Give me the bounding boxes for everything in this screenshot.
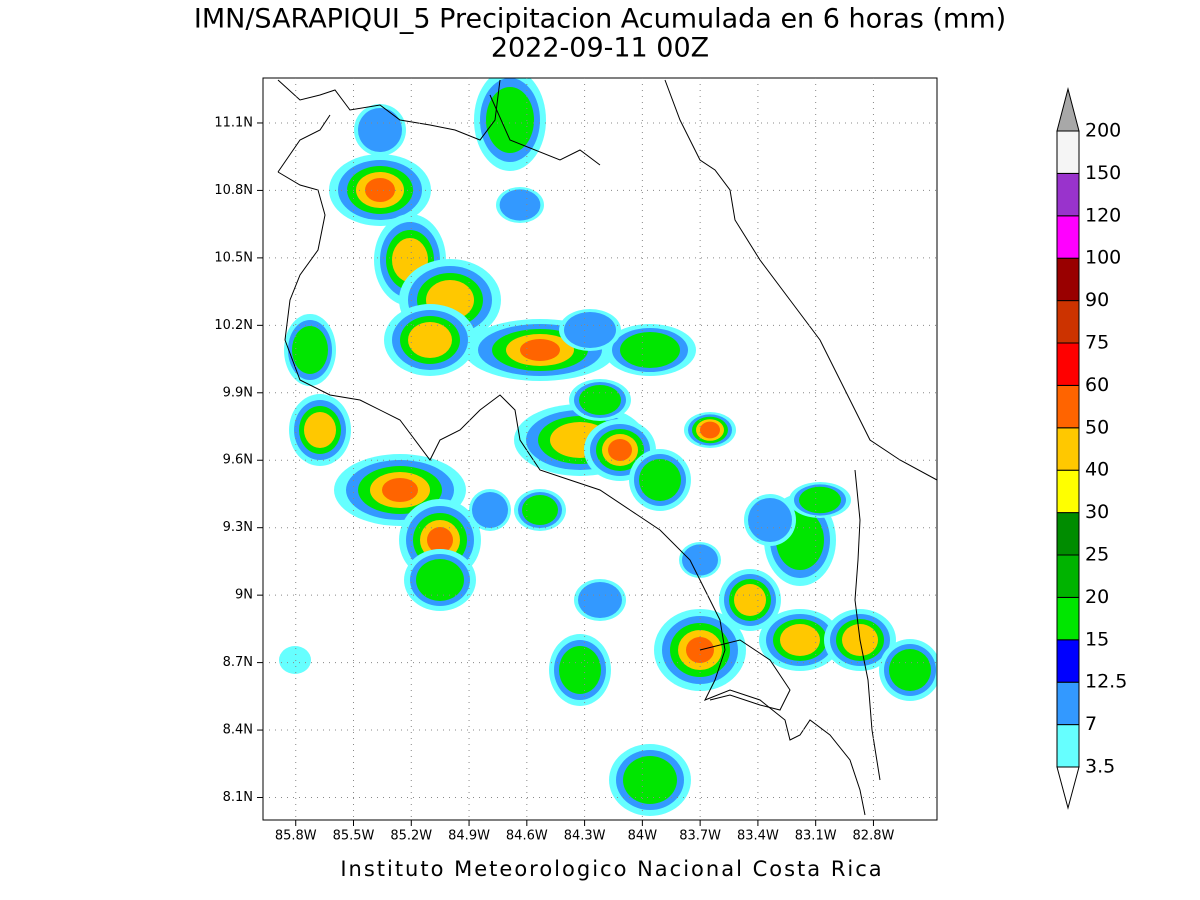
rain-cell	[559, 646, 601, 694]
rain-cell	[279, 646, 311, 674]
colorbar-label: 150	[1085, 162, 1121, 184]
colorbar-box	[1056, 342, 1080, 386]
colorbar: 3.5 7 12.5 15 20 25 30 40 50 60 75 90 100 120 150 200	[1056, 87, 1127, 810]
colorbar-box	[1056, 596, 1080, 641]
colorbar-box	[1056, 257, 1080, 302]
y-tick-label: 10.2N	[214, 318, 253, 333]
colorbar-label: 25	[1085, 544, 1109, 566]
rain-cell	[639, 459, 681, 501]
y-tick-label: 8.7N	[223, 655, 253, 670]
rain-cell	[700, 421, 720, 439]
colorbar-box	[1056, 469, 1080, 514]
colorbar-box	[1056, 172, 1080, 217]
colorbar-box	[1056, 554, 1080, 598]
colorbar-label: 15	[1085, 628, 1109, 650]
coastline	[277, 171, 866, 816]
colorbar-triangle	[1056, 87, 1080, 132]
colorbar-box	[1056, 130, 1080, 174]
colorbar-label: 90	[1085, 289, 1109, 311]
y-tick-label: 9N	[235, 588, 253, 603]
colorbar-label: 120	[1085, 204, 1121, 226]
colorbar-label: 200	[1085, 120, 1121, 142]
colorbar-box	[1056, 724, 1080, 768]
title: IMN/SARAPIQUI_5 Precipitacion Acumulada …	[194, 4, 1006, 35]
x-tick-label: 85.8W	[275, 829, 317, 844]
rain-cell	[292, 326, 328, 374]
colorbar-label: 100	[1085, 247, 1121, 269]
colorbar-label: 20	[1085, 586, 1109, 608]
y-tick-label: 9.6N	[223, 453, 253, 468]
rain-cell	[799, 486, 841, 514]
rain-cell	[304, 412, 336, 448]
y-tick-label: 9.9N	[223, 385, 253, 400]
rain-cell	[889, 649, 931, 691]
rain-cell	[682, 544, 718, 576]
rain-cell	[499, 189, 541, 221]
colorbar-box	[1056, 215, 1080, 259]
x-tick-label: 84.9W	[448, 829, 490, 844]
rain-cell	[734, 584, 766, 616]
colorbar-box	[1056, 681, 1080, 726]
rain-cell	[520, 339, 560, 361]
rain-cell	[365, 178, 395, 202]
y-tick-label: 10.5N	[214, 250, 253, 265]
coastlines	[277, 79, 937, 816]
y-tick-label: 9.3N	[223, 520, 253, 535]
subtitle: 2022-09-11 00Z	[491, 33, 709, 64]
coastline	[699, 639, 791, 711]
rain-cell	[427, 527, 453, 553]
colorbar-box	[1056, 300, 1080, 344]
x-tick-label: 84.6W	[506, 829, 548, 844]
colorbar-label: 60	[1085, 374, 1109, 396]
x-tick-label: 83.4W	[737, 829, 779, 844]
colorbar-triangle	[1056, 766, 1080, 810]
colorbar-label: 30	[1085, 501, 1109, 523]
x-tick-label: 84.3W	[564, 829, 606, 844]
rain-cell	[578, 582, 622, 618]
x-tick-label: 84W	[628, 829, 658, 844]
colorbar-label: 40	[1085, 459, 1109, 481]
map-frame	[262, 77, 938, 821]
coastline	[277, 79, 501, 141]
rain-cell	[579, 385, 621, 415]
y-tick-label: 11.1N	[214, 115, 253, 130]
rain-cell	[416, 559, 464, 601]
rain-cell	[608, 439, 632, 461]
colorbar-label: 75	[1085, 332, 1109, 354]
precipitation-field	[279, 78, 937, 816]
colorbar-box	[1056, 639, 1080, 683]
coastline	[277, 79, 937, 481]
rain-cell	[748, 498, 792, 542]
colorbar-label: 7	[1085, 713, 1097, 735]
rain-cell	[486, 87, 534, 153]
y-tick-label: 8.1N	[223, 790, 253, 805]
colorbar-label: 50	[1085, 416, 1109, 438]
axes: 85.8W 85.5W 85.2W 84.9W 84.6W 84.3W 84W 83.7W 83…	[214, 78, 937, 844]
rain-cell	[472, 492, 508, 528]
rain-cell	[408, 322, 452, 358]
rain-cell	[780, 624, 820, 656]
rain-cell	[620, 332, 680, 368]
rain-cell	[564, 312, 616, 348]
colorbar-box	[1056, 512, 1080, 556]
border	[489, 94, 881, 781]
colorbar-label: 3.5	[1085, 756, 1115, 778]
colorbar-label: 12.5	[1085, 671, 1127, 693]
colorbar-box	[1056, 384, 1080, 429]
footer: Instituto Meteorologico Nacional Costa R…	[340, 857, 883, 881]
x-tick-label: 85.2W	[390, 829, 432, 844]
x-tick-label: 82.8W	[853, 829, 895, 844]
y-tick-label: 10.8N	[214, 183, 253, 198]
rain-cell	[382, 478, 418, 502]
rain-cell	[522, 495, 558, 525]
x-tick-label: 83.7W	[679, 829, 721, 844]
x-tick-label: 83.1W	[795, 829, 837, 844]
y-tick-label: 8.4N	[223, 723, 253, 738]
rain-cell	[358, 108, 402, 152]
rain-cell	[623, 756, 677, 804]
colorbar-box	[1056, 427, 1080, 471]
x-tick-label: 85.5W	[333, 829, 375, 844]
